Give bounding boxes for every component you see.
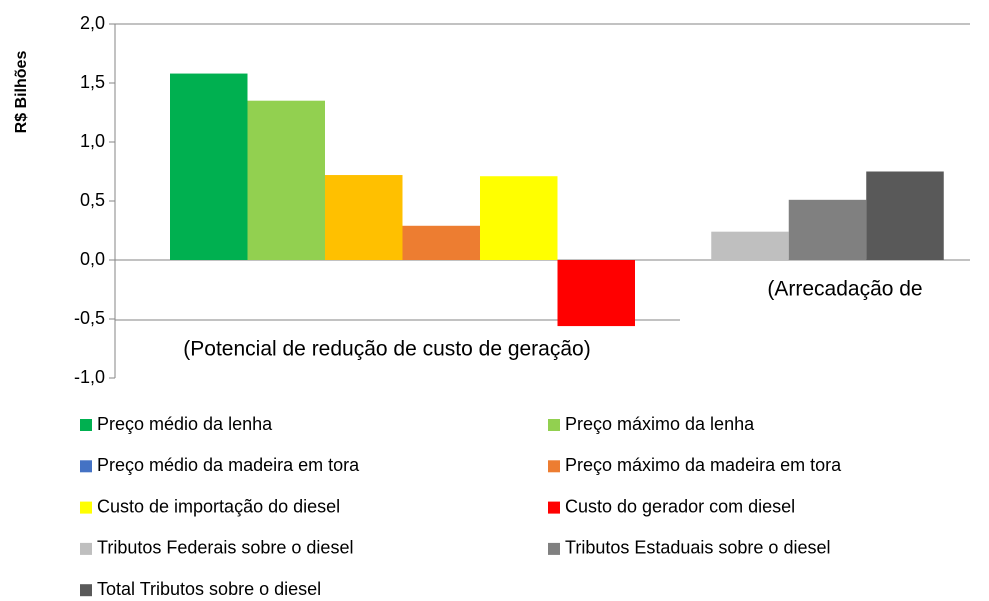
bar	[711, 231, 789, 260]
bar	[170, 73, 248, 260]
bar	[557, 260, 635, 327]
bar	[247, 100, 325, 260]
legend-label: Total Tributos sobre o diesel	[97, 579, 321, 599]
legend-swatch	[80, 584, 92, 597]
legend-swatch	[548, 460, 560, 473]
y-tick-label: 2,0	[80, 13, 105, 33]
category-label: (Potencial de redução de custo de geraçã…	[183, 338, 590, 361]
legend-label: Preço médio da madeira em tora	[97, 455, 360, 475]
legend-label: Preço máximo da madeira em tora	[565, 455, 842, 475]
legend-swatch	[80, 460, 92, 473]
category-label: (Arrecadação de	[767, 278, 922, 301]
y-tick-label: -0,5	[74, 308, 105, 328]
y-axis-label: R$ Bilhões	[13, 51, 30, 134]
bar	[402, 225, 480, 260]
y-tick-label: -1,0	[74, 367, 105, 387]
legend-label: Preço médio da lenha	[97, 414, 273, 434]
y-tick-label: 0,5	[80, 190, 105, 210]
bar	[866, 171, 944, 260]
y-tick-label: 1,0	[80, 131, 105, 151]
legend-swatch	[548, 501, 560, 514]
legend-swatch	[80, 542, 92, 555]
legend-label: Custo de importação do diesel	[97, 496, 340, 516]
legend-swatch	[80, 419, 92, 431]
legend-swatch	[548, 542, 560, 555]
legend-label: Custo do gerador com diesel	[565, 496, 795, 516]
bar	[325, 175, 403, 260]
y-tick-label: 1,5	[80, 72, 105, 92]
legend-label: Preço máximo da lenha	[565, 414, 755, 434]
legend-label: Tributos Federais sobre o diesel	[97, 538, 353, 558]
y-tick-label: 0,0	[80, 249, 105, 269]
bar	[480, 176, 558, 260]
legend-label: Tributos Estaduais sobre o diesel	[565, 538, 830, 558]
bar	[788, 199, 867, 260]
legend-swatch	[80, 501, 92, 514]
legend-swatch	[548, 419, 560, 431]
